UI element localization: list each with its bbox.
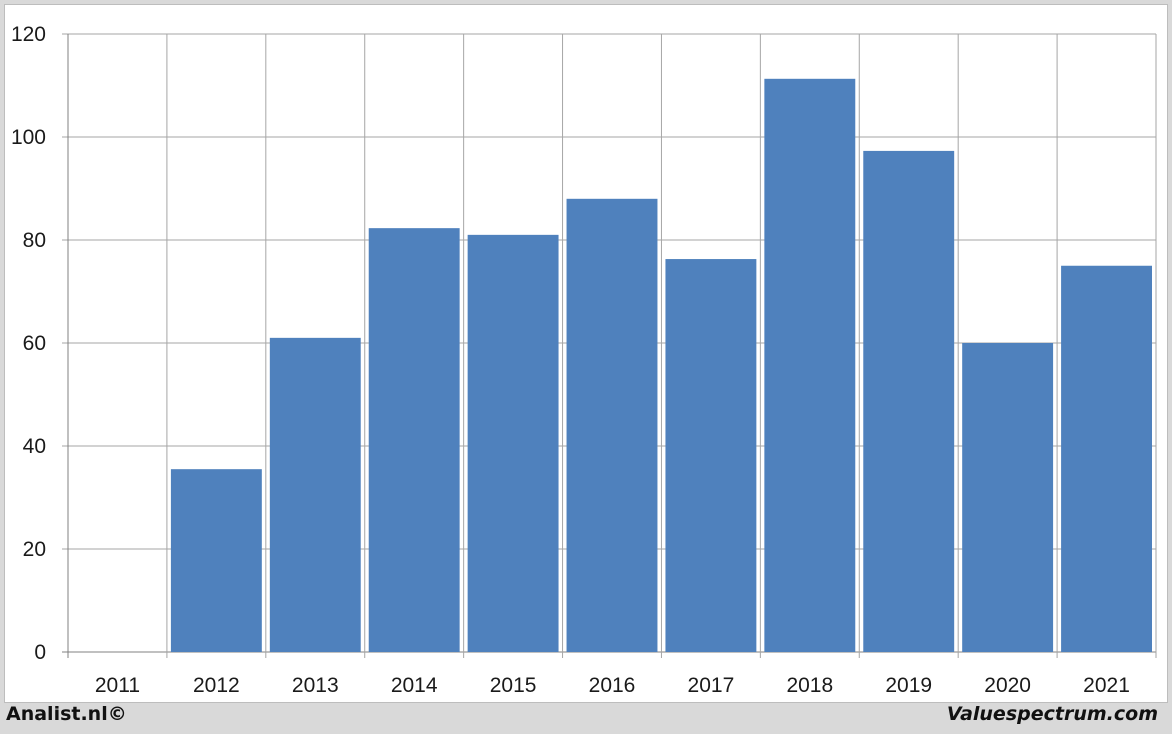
analist-credit: Analist.nl© bbox=[6, 703, 127, 725]
bar bbox=[764, 78, 856, 653]
x-tick-label: 2013 bbox=[292, 674, 339, 697]
bar bbox=[467, 234, 559, 652]
bar bbox=[665, 259, 757, 652]
bar bbox=[170, 469, 262, 652]
y-tick-label: 80 bbox=[23, 229, 46, 252]
x-tick-label: 2012 bbox=[193, 674, 240, 697]
bar bbox=[566, 198, 658, 653]
x-tick-label: 2018 bbox=[786, 674, 833, 697]
x-tick-label: 2019 bbox=[885, 674, 932, 697]
y-tick-label: 20 bbox=[23, 538, 46, 561]
valuespectrum-credit: Valuespectrum.com bbox=[946, 703, 1158, 725]
y-tick-label: 40 bbox=[23, 435, 46, 458]
y-tick-label: 0 bbox=[34, 641, 46, 664]
y-tick-label: 120 bbox=[11, 23, 46, 46]
bar bbox=[863, 150, 955, 652]
y-tick-label: 100 bbox=[11, 126, 46, 149]
x-tick-label: 2011 bbox=[95, 674, 140, 697]
bar bbox=[962, 343, 1054, 652]
bar bbox=[269, 337, 361, 652]
x-tick-label: 2016 bbox=[589, 674, 636, 697]
x-tick-label: 2021 bbox=[1083, 674, 1130, 697]
x-tick-label: 2015 bbox=[490, 674, 537, 697]
x-tick-label: 2014 bbox=[391, 674, 438, 697]
x-tick-label: 2020 bbox=[984, 674, 1031, 697]
x-tick-label: 2017 bbox=[688, 674, 735, 697]
bar bbox=[368, 228, 460, 652]
y-tick-label: 60 bbox=[23, 332, 46, 355]
bar bbox=[1061, 265, 1152, 652]
